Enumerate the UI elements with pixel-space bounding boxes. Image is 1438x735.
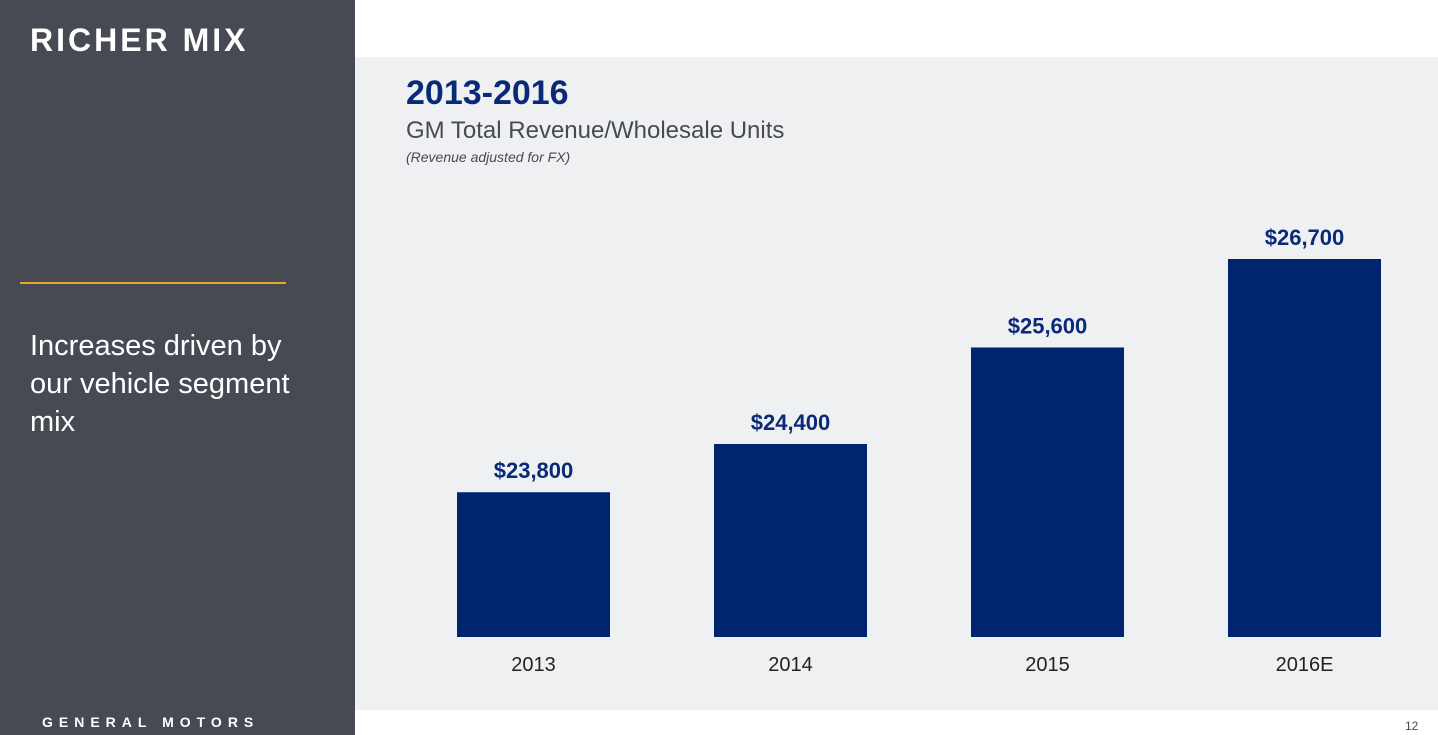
data-label: $23,800 (494, 458, 574, 483)
chart-subtitle: GM Total Revenue/Wholesale Units (406, 117, 785, 144)
data-label: $25,600 (1008, 313, 1088, 338)
section-description: Increases driven by our vehicle segment … (30, 330, 290, 438)
x-tick-label: 2014 (768, 654, 813, 676)
bar-2013 (457, 492, 610, 637)
data-label: $26,700 (1265, 225, 1345, 250)
accent-divider (20, 282, 286, 284)
bar-2016E (1228, 259, 1381, 637)
gm-logo-text: GENERAL MOTORS (42, 714, 260, 730)
bar-2015 (971, 347, 1124, 637)
bar-2014 (714, 443, 867, 637)
chart-title: 2013-2016 (406, 74, 569, 112)
x-tick-label: 2015 (1025, 654, 1070, 676)
page-number: 12 (1405, 719, 1419, 733)
section-title: RICHER MIX (30, 22, 249, 58)
chart-note: (Revenue adjusted for FX) (406, 149, 571, 165)
x-tick-label: 2016E (1276, 654, 1334, 676)
data-label: $24,400 (751, 410, 831, 435)
sidebar: RICHER MIX Increases driven by our vehic… (0, 0, 355, 735)
x-tick-label: 2013 (511, 654, 556, 676)
